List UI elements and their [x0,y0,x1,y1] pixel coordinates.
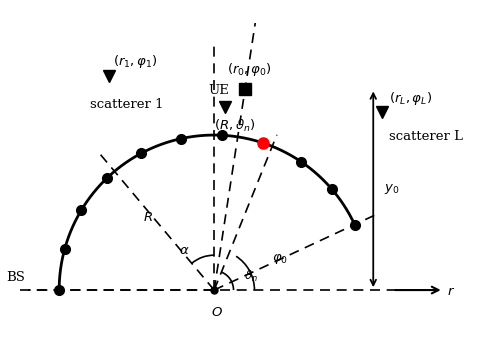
Text: $(R,\vartheta_n)$: $(R,\vartheta_n)$ [214,118,255,134]
Text: scatterer L: scatterer L [389,130,463,143]
Text: $(r_L,\varphi_L)$: $(r_L,\varphi_L)$ [389,90,433,107]
Text: $y_0$: $y_0$ [384,182,400,196]
Text: $O$: $O$ [211,306,223,319]
Text: $r$: $r$ [446,285,455,298]
Text: $(r_0,\varphi_0)$: $(r_0,\varphi_0)$ [228,61,272,78]
Text: UE: UE [209,84,229,96]
Text: scatterer 1: scatterer 1 [90,98,163,111]
Text: BS: BS [6,271,25,284]
Text: $\varphi_0$: $\varphi_0$ [272,252,287,266]
Text: $R$: $R$ [143,211,153,224]
Text: $\vartheta_n$: $\vartheta_n$ [244,269,258,284]
Text: $\alpha$: $\alpha$ [179,244,190,257]
Text: $(r_1,\varphi_1)$: $(r_1,\varphi_1)$ [113,53,158,70]
